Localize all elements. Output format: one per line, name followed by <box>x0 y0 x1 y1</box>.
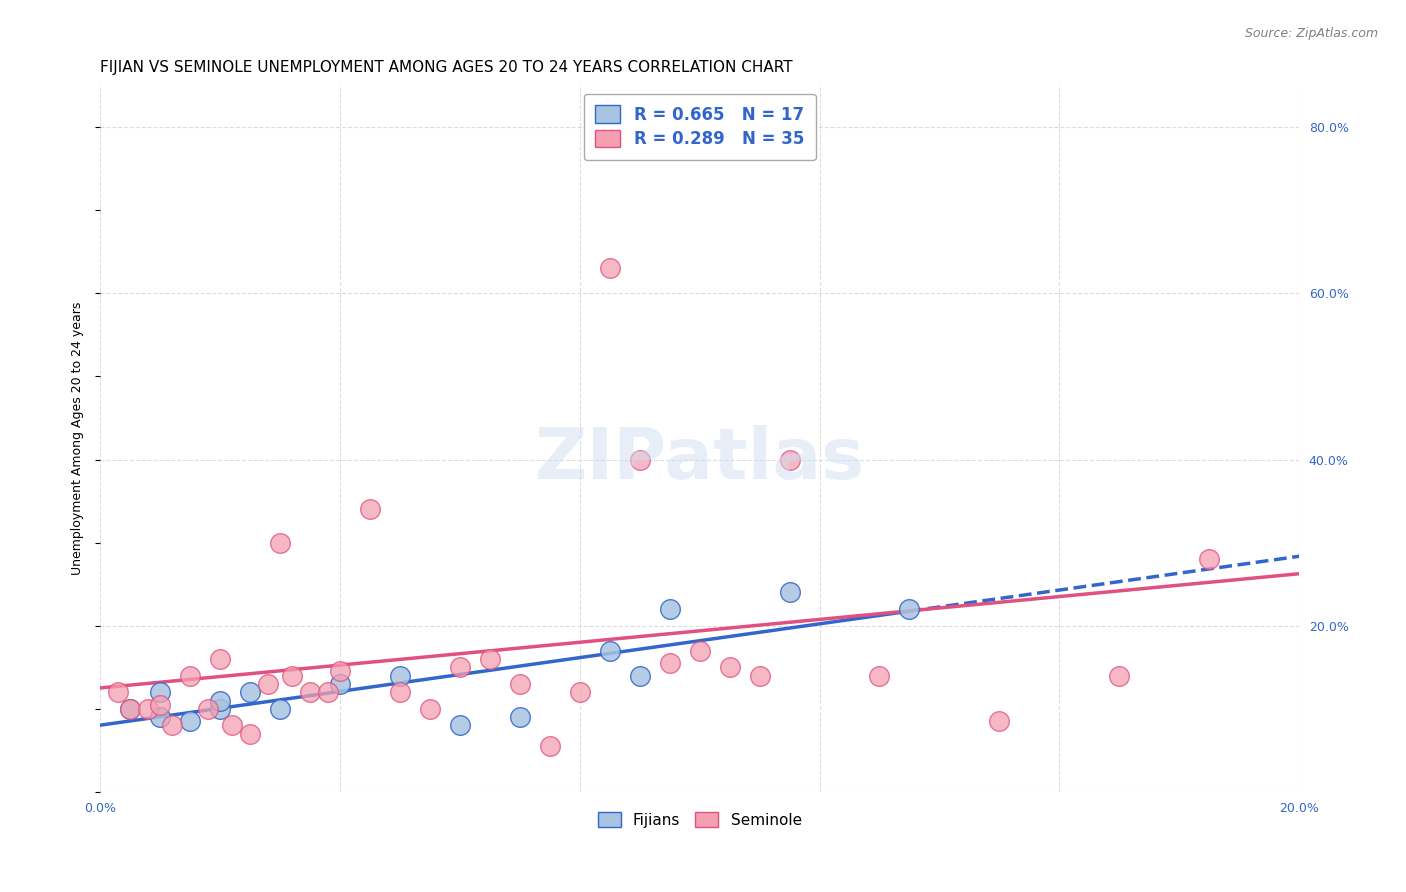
Point <box>239 727 262 741</box>
Point <box>329 677 352 691</box>
Point <box>209 652 232 666</box>
Point <box>120 702 142 716</box>
Point <box>779 585 801 599</box>
Point <box>388 668 411 682</box>
Point <box>257 677 280 691</box>
Point <box>221 718 243 732</box>
Point <box>388 685 411 699</box>
Point <box>628 452 651 467</box>
Legend: Fijians, Seminole: Fijians, Seminole <box>592 805 808 834</box>
Point <box>179 714 201 729</box>
Point <box>449 718 471 732</box>
Point <box>419 702 441 716</box>
Text: ZIPatlas: ZIPatlas <box>534 425 865 494</box>
Point <box>160 718 183 732</box>
Point <box>239 685 262 699</box>
Point <box>718 660 741 674</box>
Point <box>599 261 621 276</box>
Point <box>149 698 172 712</box>
Point <box>779 452 801 467</box>
Point <box>449 660 471 674</box>
Point <box>197 702 219 716</box>
Point <box>136 702 159 716</box>
Point <box>568 685 591 699</box>
Point <box>179 668 201 682</box>
Point <box>316 685 339 699</box>
Point <box>298 685 321 699</box>
Point <box>1108 668 1130 682</box>
Point <box>149 685 172 699</box>
Point <box>658 602 681 616</box>
Point <box>658 656 681 670</box>
Point <box>478 652 501 666</box>
Point <box>869 668 891 682</box>
Y-axis label: Unemployment Among Ages 20 to 24 years: Unemployment Among Ages 20 to 24 years <box>72 302 84 575</box>
Point <box>209 702 232 716</box>
Point <box>898 602 921 616</box>
Point <box>269 702 291 716</box>
Point <box>149 710 172 724</box>
Text: Source: ZipAtlas.com: Source: ZipAtlas.com <box>1244 27 1378 40</box>
Point <box>538 739 561 754</box>
Point <box>509 710 531 724</box>
Text: FIJIAN VS SEMINOLE UNEMPLOYMENT AMONG AGES 20 TO 24 YEARS CORRELATION CHART: FIJIAN VS SEMINOLE UNEMPLOYMENT AMONG AG… <box>100 60 793 75</box>
Point <box>269 535 291 549</box>
Point <box>509 677 531 691</box>
Point <box>209 693 232 707</box>
Point <box>1198 552 1220 566</box>
Point <box>748 668 770 682</box>
Point <box>107 685 129 699</box>
Point <box>689 643 711 657</box>
Point <box>599 643 621 657</box>
Point <box>281 668 304 682</box>
Point <box>120 702 142 716</box>
Point <box>359 502 381 516</box>
Point <box>988 714 1011 729</box>
Point <box>628 668 651 682</box>
Point <box>329 665 352 679</box>
